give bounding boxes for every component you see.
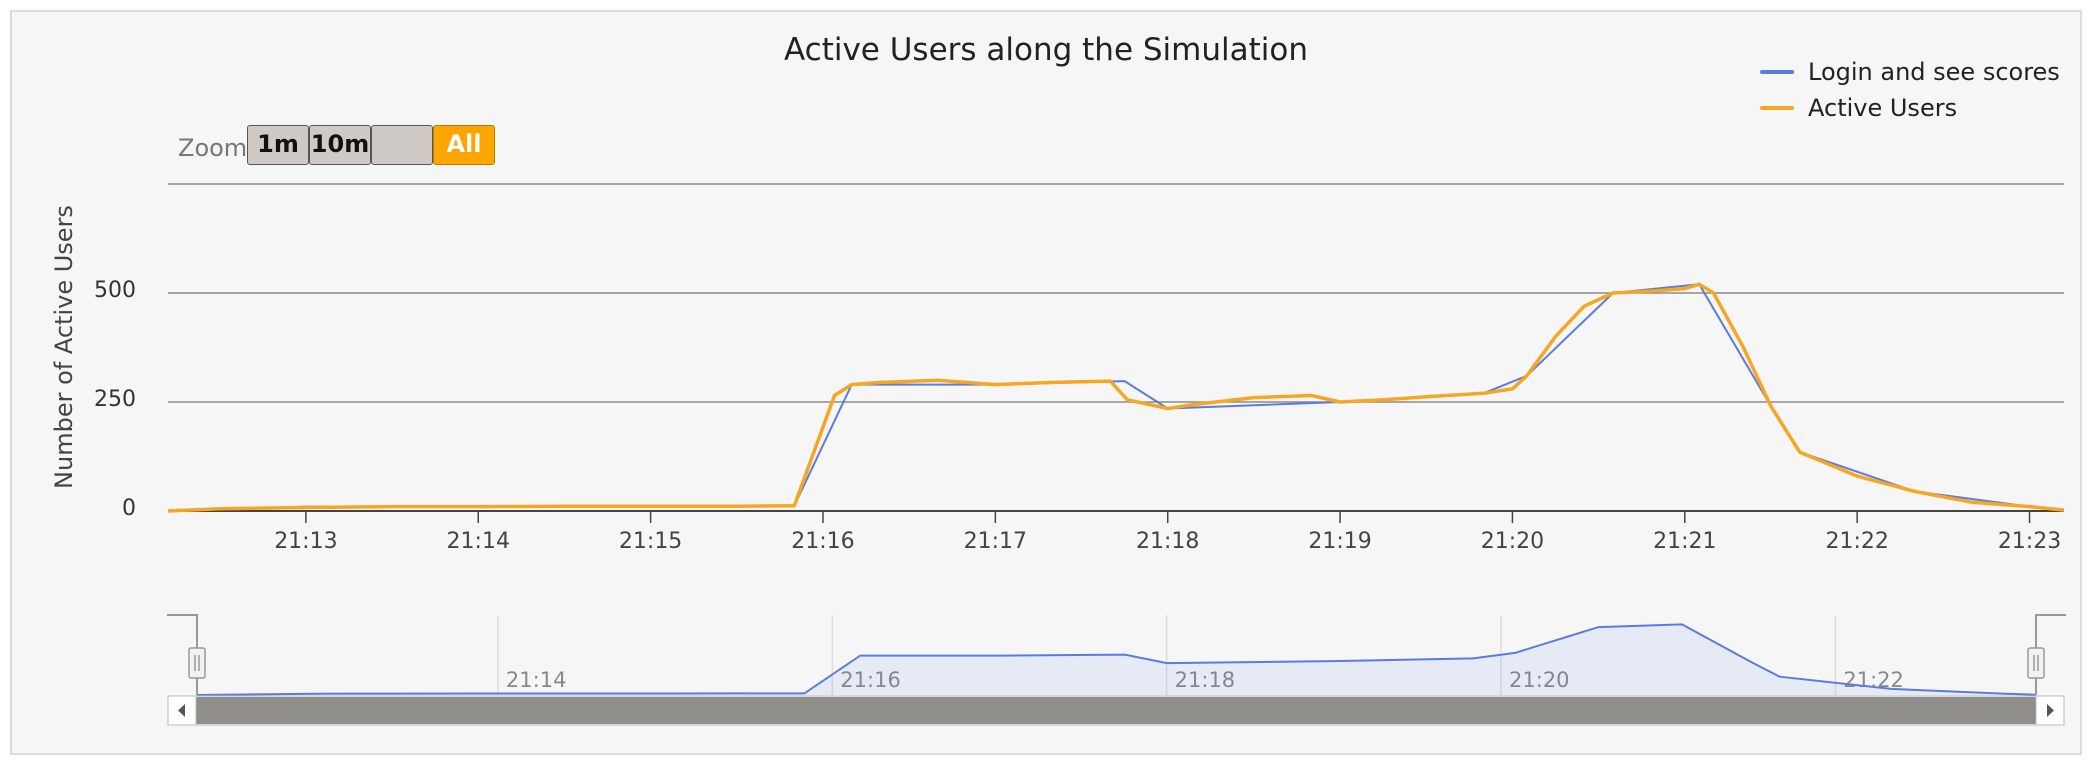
chevron-left-icon (178, 704, 185, 717)
legend-item-login[interactable]: Login and see scores (1760, 54, 2060, 90)
x-tick-label: 21:14 (447, 529, 510, 554)
scrollbar-thumb[interactable] (196, 697, 2036, 724)
navigator-series-area (197, 624, 2036, 695)
zoom-1m-button[interactable]: 1m (247, 125, 309, 165)
series-line-active-users (167, 282, 2065, 513)
x-tick-label: 21:17 (964, 529, 1027, 554)
chevron-right-icon (2047, 704, 2054, 717)
legend-label-active-users: Active Users (1808, 94, 1958, 122)
navigator-handle-left[interactable] (188, 647, 206, 679)
y-tick-label: 0 (122, 496, 136, 521)
x-tick-label: 21:13 (274, 529, 337, 554)
zoom-blank-button[interactable] (371, 125, 433, 165)
legend-label-login: Login and see scores (1808, 58, 2060, 86)
y-axis-label: Number of Active Users (50, 205, 78, 489)
navigator-tick-label: 21:22 (1843, 668, 1904, 692)
x-tick-label: 21:15 (619, 529, 682, 554)
y-tick-label: 250 (94, 387, 136, 412)
x-tick-label: 21:18 (1136, 529, 1199, 554)
navigator-tick-label: 21:16 (840, 668, 901, 692)
navigator-tick-label: 21:20 (1509, 668, 1570, 692)
legend-swatch-active-users (1760, 106, 1794, 110)
series-line-login-and-see-scores (167, 283, 2065, 512)
navigator-tick-label: 21:14 (506, 668, 567, 692)
legend-item-active-users[interactable]: Active Users (1760, 90, 2060, 126)
navigator-tick-label: 21:18 (1175, 668, 1236, 692)
zoom-label: Zoom (178, 134, 248, 162)
chart-title: Active Users along the Simulation (784, 32, 1308, 68)
zoom-all-button[interactable]: All (433, 125, 495, 165)
navigator-series-line (196, 623, 2037, 696)
x-tick-label: 21:20 (1481, 529, 1544, 554)
chart-svg: Active Users along the Simulation 0 250 500… (50, 32, 2066, 726)
chart-container: Active Users along the Simulation 0 250 500… (10, 10, 2082, 755)
x-tick-label: 21:16 (791, 529, 854, 554)
zoom-10m-button[interactable]: 10m (309, 125, 371, 165)
navigator-handle-right[interactable] (2027, 647, 2045, 679)
x-tick-label: 21:21 (1653, 529, 1716, 554)
legend: Login and see scores Active Users (1760, 54, 2060, 126)
x-tick-label: 21:23 (1998, 529, 2061, 554)
y-tick-label: 500 (94, 278, 136, 303)
legend-swatch-login (1760, 70, 1794, 74)
x-tick-label: 21:19 (1308, 529, 1371, 554)
x-tick-label: 21:22 (1825, 529, 1888, 554)
